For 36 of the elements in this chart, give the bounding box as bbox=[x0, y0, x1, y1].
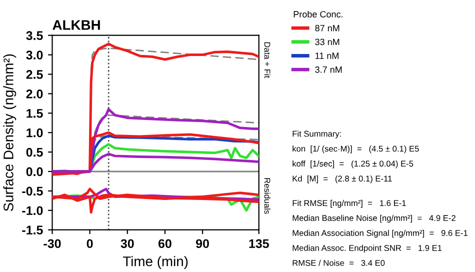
y-tick-label: -0.5 bbox=[22, 186, 43, 196]
text: Median Baseline Noise [ng/mm²] = 4.9 E-2 bbox=[292, 214, 456, 223]
x-tick-label: 90 bbox=[196, 239, 209, 248]
text: Fit Summary: bbox=[292, 130, 341, 138]
y-tick-label: -1.0 bbox=[22, 206, 43, 216]
chart-title: ALKBH bbox=[52, 20, 100, 30]
y-tick-label: 1.5 bbox=[26, 109, 43, 118]
x-tick-label: 0 bbox=[86, 239, 93, 248]
x-axis-title: Time (min) bbox=[122, 256, 188, 270]
text: Fit RMSE [ng/mm²] = 1.6 E-1 bbox=[292, 200, 406, 208]
text: Median Assoc. Endpoint SNR = 1.9 E1 bbox=[292, 244, 442, 253]
y-tick-label: 0.5 bbox=[26, 148, 43, 157]
text: Median Association Signal [ng/mm²] = 9.6 E-1 bbox=[292, 230, 468, 238]
text: Kd [M] = (2.8 ± 0.1) E-11 bbox=[292, 175, 392, 184]
x-tick-label: 135 bbox=[249, 239, 269, 248]
y-tick-label: 2.0 bbox=[26, 90, 43, 98]
y-tick-label: -1.5 bbox=[22, 226, 43, 234]
legend-label: 87 nM bbox=[315, 24, 340, 32]
y-tick-label: 1.0 bbox=[26, 128, 43, 138]
y-tick-label: 3.0 bbox=[26, 50, 43, 60]
text: Residuals bbox=[264, 178, 270, 214]
legend-label: 33 nM bbox=[315, 38, 340, 46]
x-tick-label: 60 bbox=[158, 239, 172, 248]
y-tick-label: 3.5 bbox=[26, 31, 43, 40]
y-tick-label: 0.0 bbox=[26, 167, 43, 176]
legend-title: Probe Conc. bbox=[294, 10, 342, 18]
text: Data + Fit bbox=[264, 42, 270, 78]
text: koff [1/sec] = (1.25 ± 0.04) E-5 bbox=[292, 160, 414, 168]
y-tick-label: 2.5 bbox=[26, 70, 43, 79]
text: RMSE / Noise = 3.4 E0 bbox=[292, 260, 385, 266]
y-axis-title: Surface Density (ng/mm²) bbox=[3, 54, 16, 212]
x-tick-label: -30 bbox=[44, 239, 61, 248]
text: kon [1/ (sec·M)] = (4.5 ± 0.1) E5 bbox=[292, 146, 419, 154]
x-tick-label: 30 bbox=[120, 239, 134, 248]
legend-label: 11 nM bbox=[315, 52, 338, 59]
legend-label: 3.7 nM bbox=[315, 66, 342, 73]
